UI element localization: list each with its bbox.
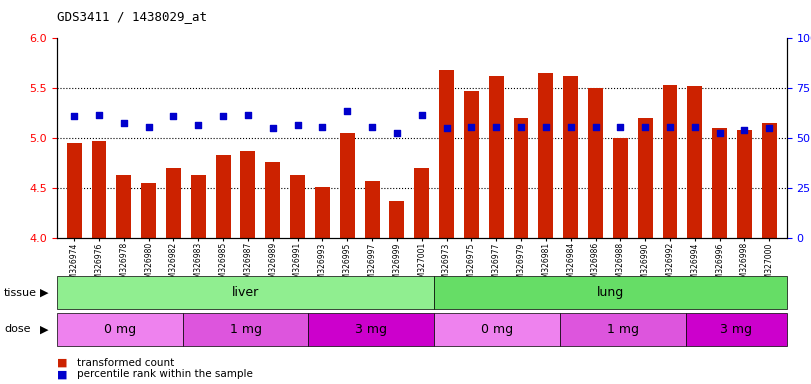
Text: 0 mg: 0 mg [104,323,135,336]
Bar [216,155,230,238]
Bar [92,141,106,238]
Bar [116,175,131,238]
Bar [315,187,330,238]
Bar [365,181,380,238]
Point [614,124,627,130]
Point [465,124,478,130]
Text: ■: ■ [57,358,67,368]
Text: ■: ■ [57,369,67,379]
Bar [563,76,578,238]
Bar [166,168,181,238]
Bar [588,88,603,238]
Bar [141,183,156,238]
Bar [489,76,504,238]
Bar [389,201,405,238]
Text: 3 mg: 3 mg [355,323,388,336]
Point [142,124,155,130]
Point [118,120,131,126]
Text: tissue: tissue [4,288,37,298]
Text: ▶: ▶ [41,288,49,298]
Point [217,113,230,119]
Point [92,112,105,118]
Point [589,124,602,130]
Point [663,124,676,130]
Bar [265,162,281,238]
Text: 1 mg: 1 mg [607,323,639,336]
Bar [663,85,677,238]
Point [67,113,80,119]
Point [266,125,279,131]
Point [341,108,354,114]
Point [316,124,329,130]
Point [366,124,379,130]
Point [514,124,527,130]
Point [713,130,726,136]
Bar [688,86,702,238]
Bar [712,128,727,238]
Bar [737,130,752,238]
Text: ▶: ▶ [41,324,49,334]
Bar [439,70,454,238]
Bar [464,91,478,238]
Point [564,124,577,130]
Point [167,113,180,119]
Point [191,122,204,128]
Text: transformed count: transformed count [77,358,174,368]
Bar [340,133,354,238]
Point [639,124,652,130]
Text: 3 mg: 3 mg [720,323,753,336]
Text: liver: liver [232,286,260,299]
Bar [290,175,305,238]
Point [242,112,255,118]
Bar [513,118,529,238]
Point [763,125,776,131]
Text: percentile rank within the sample: percentile rank within the sample [77,369,253,379]
Point [490,124,503,130]
Bar [241,151,255,238]
Bar [67,143,82,238]
Bar [414,168,429,238]
Bar [613,138,628,238]
Point [415,112,428,118]
Point [738,127,751,133]
Text: dose: dose [4,324,31,334]
Text: 0 mg: 0 mg [481,323,513,336]
Point [440,125,453,131]
Bar [762,123,777,238]
Bar [539,73,553,238]
Point [390,130,403,136]
Bar [637,118,653,238]
Point [539,124,552,130]
Point [689,124,702,130]
Text: GDS3411 / 1438029_at: GDS3411 / 1438029_at [57,10,207,23]
Text: lung: lung [597,286,624,299]
Point [291,122,304,128]
Text: 1 mg: 1 mg [230,323,261,336]
Bar [191,175,206,238]
